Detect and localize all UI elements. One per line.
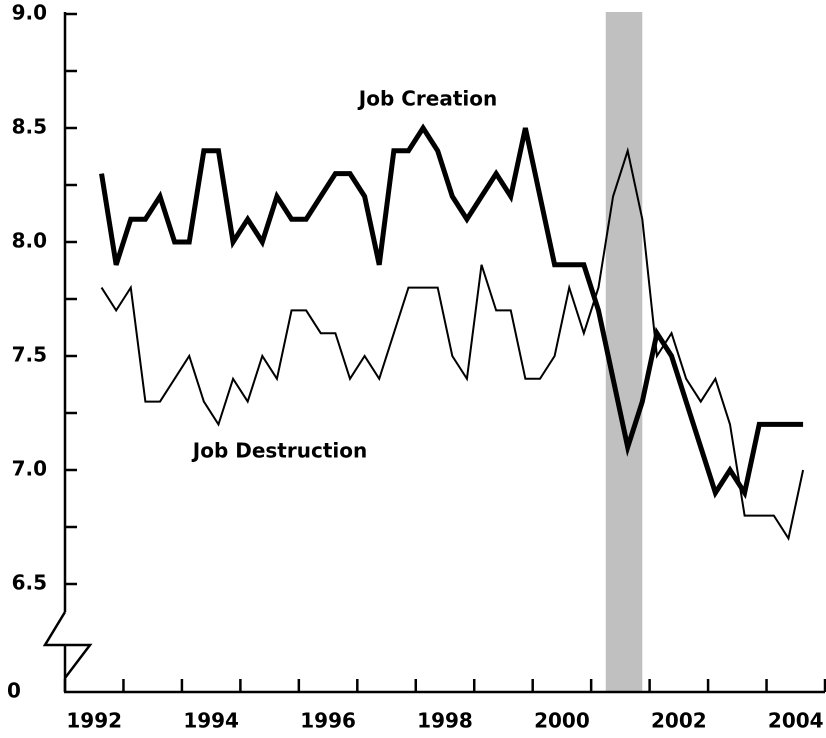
x-tick-label: 1994 bbox=[183, 709, 239, 733]
y-tick-label: 8.5 bbox=[12, 115, 47, 139]
line-series bbox=[99, 123, 804, 500]
x-tick-label: 1998 bbox=[417, 709, 473, 733]
y-tick-label: 6.5 bbox=[12, 571, 47, 595]
x-tick-label: 1992 bbox=[66, 709, 122, 733]
x-tick-label: 2000 bbox=[534, 709, 590, 733]
line-series bbox=[100, 146, 805, 541]
series-label: Job Destruction bbox=[191, 439, 367, 463]
y-tick-label: 7.5 bbox=[12, 343, 47, 367]
recession-band bbox=[605, 12, 643, 691]
x-tick-label: 2004 bbox=[768, 709, 824, 733]
x-tick-label: 2002 bbox=[651, 709, 707, 733]
y-break-label: 0 bbox=[7, 679, 21, 703]
y-tick-label: 9.0 bbox=[12, 1, 47, 25]
series-label: Job Creation bbox=[357, 87, 497, 111]
y-tick-label: 8.0 bbox=[12, 229, 47, 253]
background-layer bbox=[605, 12, 643, 691]
y-tick-label: 7.0 bbox=[12, 457, 47, 481]
x-tick-label: 1996 bbox=[300, 709, 356, 733]
axis-break bbox=[42, 611, 93, 679]
